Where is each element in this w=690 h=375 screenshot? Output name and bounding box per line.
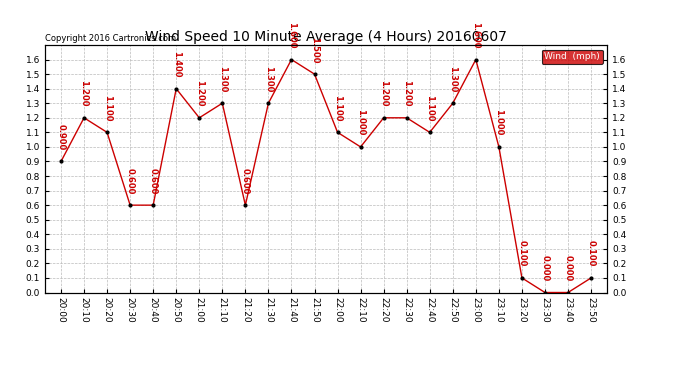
Text: 1.200: 1.200 <box>195 80 204 106</box>
Text: 0.900: 0.900 <box>57 124 66 150</box>
Text: 1.600: 1.600 <box>287 22 296 48</box>
Text: 1.200: 1.200 <box>79 80 88 106</box>
Text: 1.600: 1.600 <box>471 22 480 48</box>
Text: 0.100: 0.100 <box>586 240 595 267</box>
Text: 1.300: 1.300 <box>218 66 227 92</box>
Text: 1.100: 1.100 <box>333 95 342 121</box>
Text: 0.600: 0.600 <box>148 168 158 194</box>
Text: Copyright 2016 Cartronics.com: Copyright 2016 Cartronics.com <box>45 33 176 42</box>
Text: 0.000: 0.000 <box>564 255 573 281</box>
Text: 0.100: 0.100 <box>518 240 526 267</box>
Text: 1.000: 1.000 <box>494 110 504 136</box>
Text: 1.300: 1.300 <box>448 66 457 92</box>
Text: 0.600: 0.600 <box>241 168 250 194</box>
Text: 1.100: 1.100 <box>425 95 434 121</box>
Text: 1.100: 1.100 <box>103 95 112 121</box>
Text: 0.600: 0.600 <box>126 168 135 194</box>
Title: Wind Speed 10 Minute Average (4 Hours) 20160607: Wind Speed 10 Minute Average (4 Hours) 2… <box>145 30 507 44</box>
Text: 0.000: 0.000 <box>540 255 549 281</box>
Text: 1.200: 1.200 <box>402 80 411 106</box>
Text: 1.200: 1.200 <box>379 80 388 106</box>
Text: 1.400: 1.400 <box>172 51 181 78</box>
Text: 1.500: 1.500 <box>310 36 319 63</box>
Text: 1.000: 1.000 <box>356 110 365 136</box>
Text: 1.300: 1.300 <box>264 66 273 92</box>
Legend: Wind  (mph): Wind (mph) <box>542 50 602 64</box>
